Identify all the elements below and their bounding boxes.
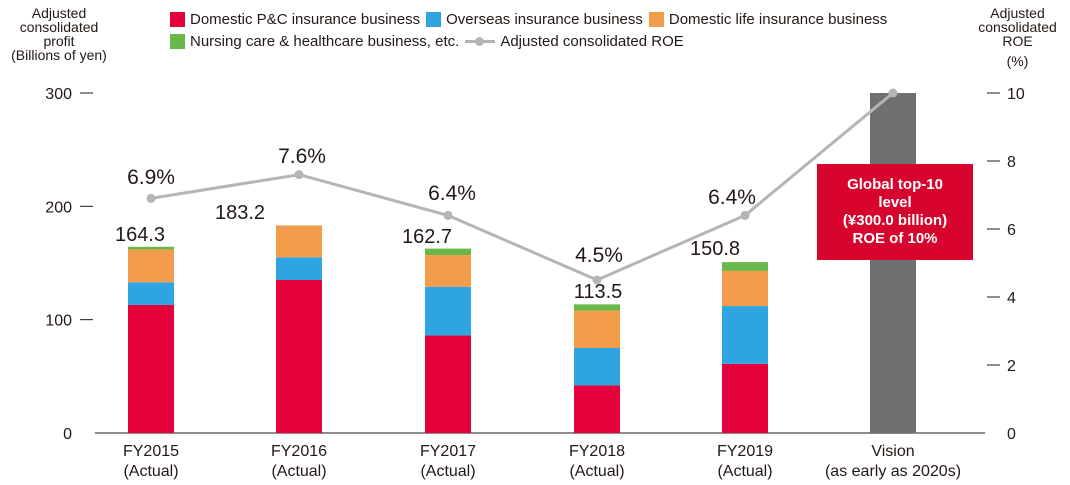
legend: Domestic P&C insurance business Overseas… xyxy=(170,8,970,52)
roe-point-5 xyxy=(888,88,898,98)
roe-line xyxy=(150,91,894,282)
vision-callout: Global top-10 level (¥300.0 billion) ROE… xyxy=(817,164,973,260)
bar-segment-2-3 xyxy=(425,248,471,256)
category-label-3-1: (Actual) xyxy=(569,463,624,480)
bar-segment-3-0 xyxy=(574,385,620,433)
left-tick-label-2: 200 xyxy=(45,199,72,216)
bar-segment-0-2 xyxy=(128,249,174,283)
legend-swatch-nursing-care xyxy=(170,33,185,49)
total-label-3: 113.5 xyxy=(574,281,623,303)
legend-item-nursing-care: Nursing care & healthcare business, etc. xyxy=(170,33,459,50)
category-label-0-1: (Actual) xyxy=(123,463,178,480)
category-label-0-0: FY2015 xyxy=(123,443,179,460)
category-label-2-0: FY2017 xyxy=(420,443,476,460)
right-tick-label-1: 2 xyxy=(1007,358,1016,375)
bar-segment-5-4 xyxy=(870,93,916,433)
right-tick-label-3: 6 xyxy=(1007,222,1016,239)
left-tick-label-3: 300 xyxy=(45,86,72,103)
bar-segment-4-3 xyxy=(722,262,768,271)
roe-label-0: 6.9% xyxy=(127,166,175,189)
legend-swatch-domestic-pc xyxy=(170,11,185,27)
category-label-2-1: (Actual) xyxy=(420,463,475,480)
right-tick-label-4: 8 xyxy=(1007,154,1016,171)
bar-segment-4-0 xyxy=(722,363,768,433)
right-tick-label-0: 0 xyxy=(1007,426,1016,443)
legend-swatch-roe xyxy=(465,34,496,49)
total-label-0: 164.3 xyxy=(115,224,165,246)
right-axis-title: Adjusted consolidated ROE (%) xyxy=(978,5,1057,69)
roe-label-3: 4.5% xyxy=(575,244,623,267)
category-label-4-1: (Actual) xyxy=(717,463,772,480)
legend-item-domestic-life: Domestic life insurance business xyxy=(648,11,887,28)
roe-point-0 xyxy=(146,193,156,203)
category-label-3-0: FY2018 xyxy=(569,443,625,460)
left-tick-label-0: 0 xyxy=(63,426,72,443)
bar-segment-3-1 xyxy=(574,348,620,386)
bar-segment-2-2 xyxy=(425,255,471,287)
total-label-1: 183.2 xyxy=(215,202,265,224)
category-label-5-1: (as early as 2020s) xyxy=(825,463,961,480)
category-label-1-0: FY2016 xyxy=(271,443,327,460)
category-label-4-0: FY2019 xyxy=(717,443,773,460)
bar-segment-3-3 xyxy=(574,304,620,311)
bar-segment-0-0 xyxy=(128,304,174,433)
bar-segment-4-1 xyxy=(722,306,768,364)
roe-point-1 xyxy=(294,170,304,180)
roe-point-4 xyxy=(740,210,750,220)
roe-point-2 xyxy=(443,210,453,220)
total-label-2: 162.7 xyxy=(402,226,452,248)
right-tick-label-5: 10 xyxy=(1007,86,1025,103)
roe-label-1: 7.6% xyxy=(278,145,326,168)
category-label-1-1: (Actual) xyxy=(271,463,326,480)
bar-segment-1-2 xyxy=(276,225,322,258)
bar-segment-2-0 xyxy=(425,335,471,433)
bar-segment-0-3 xyxy=(128,246,174,250)
bar-segment-3-2 xyxy=(574,310,620,348)
bar-segment-1-0 xyxy=(276,280,322,433)
roe-label-4: 6.4% xyxy=(708,186,756,209)
bar-segment-2-1 xyxy=(425,286,471,336)
total-label-4: 150.8 xyxy=(690,238,740,260)
bar-segment-4-2 xyxy=(722,270,768,307)
left-axis-title: Adjusted consolidated profit (Billions o… xyxy=(11,5,107,63)
bar-segment-1-1 xyxy=(276,257,322,280)
left-tick-label-1: 100 xyxy=(45,313,72,330)
right-tick-label-2: 4 xyxy=(1007,290,1016,307)
roe-point-3 xyxy=(592,275,602,285)
category-label-5-0: Vision xyxy=(871,443,914,460)
roe-label-2: 6.4% xyxy=(428,182,476,205)
legend-swatch-overseas xyxy=(426,11,442,27)
legend-item-overseas: Overseas insurance business xyxy=(426,11,643,28)
legend-item-roe: Adjusted consolidated ROE xyxy=(465,33,684,50)
bar-segment-0-1 xyxy=(128,282,174,305)
legend-item-domestic-pc: Domestic P&C insurance business xyxy=(170,11,420,28)
legend-swatch-domestic-life xyxy=(648,11,664,27)
